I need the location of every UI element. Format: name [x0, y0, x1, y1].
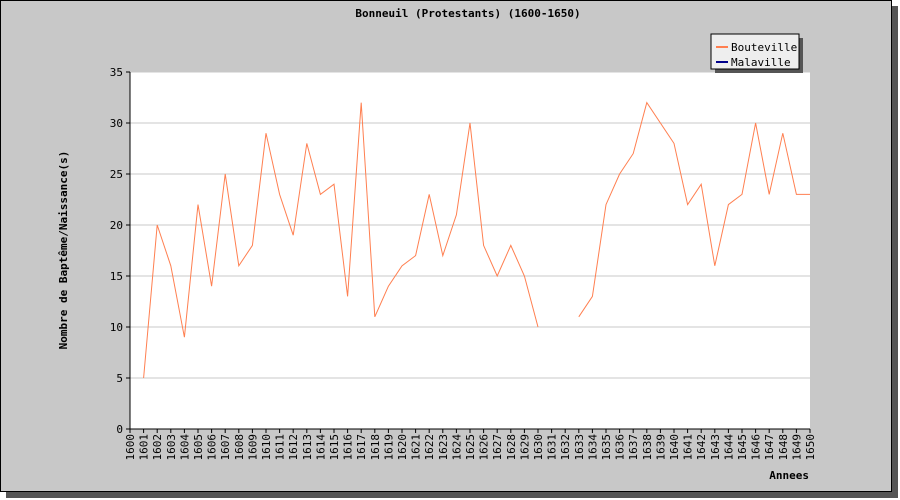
y-tick-label: 5 [116, 372, 123, 385]
series-line-bouteville [578, 101, 810, 318]
x-tick-label: 1633 [573, 434, 586, 461]
x-tick-label: 1613 [301, 434, 314, 461]
x-tick-label: 1637 [627, 434, 640, 461]
x-tick-label: 1649 [790, 434, 803, 461]
legend: Bouteville Malaville [710, 33, 803, 73]
x-tick-label: 1630 [532, 434, 545, 461]
legend-label-bouteville: Bouteville [731, 41, 797, 54]
x-tick-label: 1600 [124, 434, 137, 461]
x-tick-label: 1644 [722, 434, 735, 461]
x-tick-label: 1648 [777, 434, 790, 461]
y-tick-label: 10 [110, 321, 123, 334]
x-tick-label: 1605 [192, 434, 205, 461]
x-axis-ticks: 1600 1601 1602 1603 1604 1605 1606 1607 1608 1609… [124, 429, 817, 461]
x-tick-label: 1646 [750, 434, 763, 461]
legend-box [710, 33, 800, 70]
x-tick-label: 1635 [600, 434, 613, 461]
x-tick-label: 1631 [546, 434, 559, 461]
x-tick-label: 1620 [396, 434, 409, 461]
x-tick-label: 1636 [614, 434, 627, 461]
x-tick-label: 1623 [437, 434, 450, 461]
x-tick-label: 1622 [423, 434, 436, 461]
x-tick-label: 1621 [410, 434, 423, 461]
x-tick-label: 1612 [287, 434, 300, 461]
x-tick-label: 1609 [246, 434, 259, 461]
x-tick-label: 1634 [586, 434, 599, 461]
x-tick-label: 1603 [165, 434, 178, 461]
x-tick-label: 1632 [559, 434, 572, 461]
y-tick-label: 0 [116, 423, 123, 436]
legend-label-malaville: Malaville [731, 56, 791, 69]
x-tick-label: 1638 [641, 434, 654, 461]
x-tick-label: 1625 [464, 434, 477, 461]
y-tick-label: 20 [110, 219, 123, 232]
x-tick-label: 1610 [260, 434, 273, 461]
x-tick-label: 1650 [804, 434, 817, 461]
series-line-bouteville [143, 102, 539, 379]
x-tick-label: 1607 [219, 434, 232, 461]
x-tick-label: 1628 [505, 434, 518, 461]
y-tick-label: 30 [110, 117, 123, 130]
x-tick-label: 1602 [151, 434, 164, 461]
y-tick-label: 25 [110, 168, 123, 181]
x-tick-label: 1608 [233, 434, 246, 461]
x-tick-label: 1606 [206, 434, 219, 461]
x-tick-label: 1616 [342, 434, 355, 461]
x-tick-label: 1617 [355, 434, 368, 461]
y-tick-label: 15 [110, 270, 123, 283]
x-tick-label: 1626 [478, 434, 491, 461]
gridlines [130, 71, 810, 379]
x-tick-label: 1643 [709, 434, 722, 461]
x-tick-label: 1629 [518, 434, 531, 461]
y-tick-label: 35 [110, 66, 123, 79]
plot-area [130, 72, 810, 429]
x-tick-label: 1641 [682, 434, 695, 461]
x-tick-label: 1619 [382, 434, 395, 461]
x-tick-label: 1604 [178, 434, 191, 461]
x-tick-label: 1615 [328, 434, 341, 461]
x-axis-label: Annees [769, 469, 809, 482]
series-lines [143, 101, 810, 379]
x-tick-label: 1611 [274, 434, 287, 461]
x-tick-label: 1624 [450, 434, 463, 461]
x-tick-label: 1640 [668, 434, 681, 461]
x-tick-label: 1614 [314, 434, 327, 461]
x-tick-label: 1627 [491, 434, 504, 461]
x-tick-label: 1601 [138, 434, 151, 461]
x-tick-label: 1618 [369, 434, 382, 461]
x-tick-label: 1647 [763, 434, 776, 461]
x-tick-label: 1639 [654, 434, 667, 461]
y-axis-ticks: 0 5 10 15 20 25 30 35 [110, 66, 130, 436]
chart-title: Bonneuil (Protestants) (1600-1650) [355, 7, 580, 20]
x-tick-label: 1642 [695, 434, 708, 461]
x-tick-label: 1645 [736, 434, 749, 461]
y-axis-label: Nombre de Baptême/Naissance(s) [57, 151, 70, 350]
